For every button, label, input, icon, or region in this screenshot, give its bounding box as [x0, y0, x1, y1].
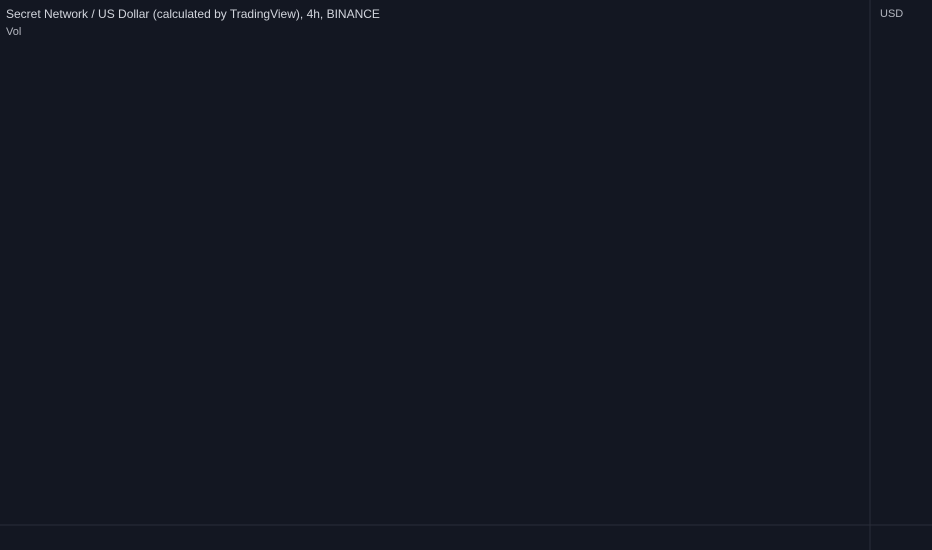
- currency: USD: [880, 8, 903, 20]
- chart-title: Secret Network / US Dollar (calculated b…: [6, 7, 380, 21]
- volume-label: Vol: [6, 26, 21, 38]
